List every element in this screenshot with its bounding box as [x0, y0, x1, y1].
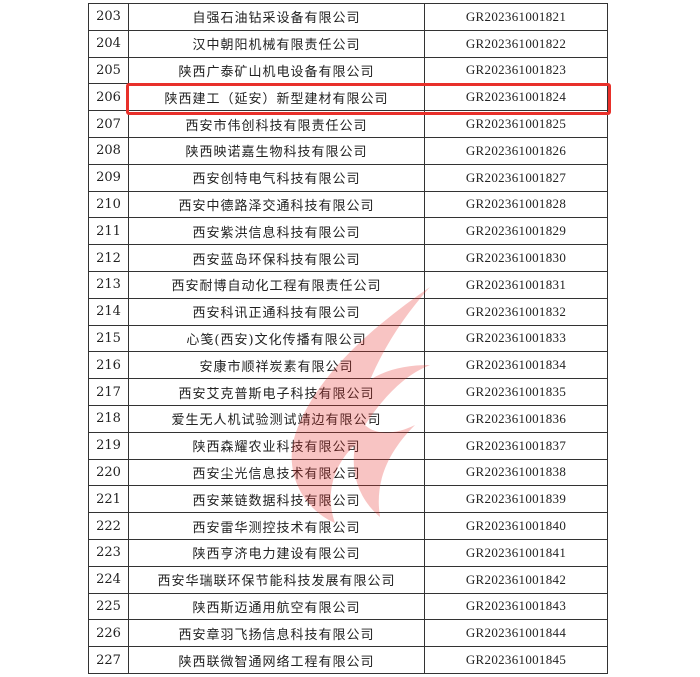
row-number: 205: [88, 56, 129, 85]
certificate-number: GR202361001840: [424, 512, 608, 540]
row-number: 214: [88, 297, 129, 326]
company-name: 西安艾克普斯电子科技有限公司: [128, 378, 425, 406]
row-number: 207: [88, 110, 129, 138]
company-name: 西安中德路泽交通科技有限公司: [128, 190, 425, 219]
certificate-number: GR202361001836: [424, 404, 608, 433]
table-row: 219 陕西森耀农业科技有限公司 GR202361001837: [88, 431, 608, 460]
company-name: 陕西联微智通网络工程有限公司: [128, 646, 425, 674]
row-number: 216: [88, 351, 129, 380]
certificate-number: GR202361001831: [424, 270, 608, 299]
table-row: 227 陕西联微智通网络工程有限公司 GR202361001845: [88, 646, 608, 674]
certificate-number: GR202361001830: [424, 244, 608, 272]
row-number: 208: [88, 136, 129, 165]
table-row: 215 心笺(西安)文化传播有限公司 GR202361001833: [88, 324, 608, 353]
certificate-number: GR202361001834: [424, 351, 608, 380]
row-number: 203: [88, 3, 129, 31]
company-name: 爱生无人机试验测试靖边有限公司: [128, 404, 425, 433]
table-row: 220 西安尘光信息技术有限公司 GR202361001838: [88, 458, 608, 487]
certificate-number: GR202361001823: [424, 56, 608, 85]
table-row: 209 西安创特电气科技有限公司 GR202361001827: [88, 163, 608, 192]
company-name: 西安华瑞联环保节能科技发展有限公司: [128, 565, 425, 594]
company-name: 陕西亨济电力建设有限公司: [128, 538, 425, 567]
row-number: 204: [88, 29, 129, 58]
row-number: 210: [88, 190, 129, 219]
table-row: 204 汉中朝阳机械有限责任公司 GR202361001822: [88, 29, 608, 58]
company-name: 心笺(西安)文化传播有限公司: [128, 324, 425, 353]
table-row: 203 自强石油钻采设备有限公司 GR202361001821: [88, 3, 608, 31]
company-name: 陕西广泰矿山机电设备有限公司: [128, 56, 425, 85]
company-name: 西安科讯正通科技有限公司: [128, 297, 425, 326]
row-number: 226: [88, 619, 129, 648]
row-number: 219: [88, 431, 129, 460]
certificate-number: GR202361001824: [424, 83, 608, 112]
company-name: 汉中朝阳机械有限责任公司: [128, 29, 425, 58]
table-row: 224 西安华瑞联环保节能科技发展有限公司 GR202361001842: [88, 565, 608, 594]
row-number: 218: [88, 404, 129, 433]
certificate-number: GR202361001833: [424, 324, 608, 353]
table-row: 218 爱生无人机试验测试靖边有限公司 GR202361001836: [88, 404, 608, 433]
company-name: 西安章羽飞扬信息科技有限公司: [128, 619, 425, 648]
certificate-number: GR202361001839: [424, 485, 608, 514]
table-row: 223 陕西亨济电力建设有限公司 GR202361001841: [88, 538, 608, 567]
company-name: 西安莱链数据科技有限公司: [128, 485, 425, 514]
company-name: 陕西映诺嘉生物科技有限公司: [128, 136, 425, 165]
certificate-number: GR202361001838: [424, 458, 608, 487]
certificate-number: GR202361001826: [424, 136, 608, 165]
row-number: 215: [88, 324, 129, 353]
row-number: 206: [88, 83, 129, 112]
highlight-box: [126, 83, 611, 115]
row-number: 211: [88, 217, 129, 246]
table-row: 221 西安莱链数据科技有限公司 GR202361001839: [88, 485, 608, 514]
certificate-number: GR202361001829: [424, 217, 608, 246]
row-number: 220: [88, 458, 129, 487]
company-name: 西安市伟创科技有限责任公司: [128, 110, 425, 138]
table-row: 205 陕西广泰矿山机电设备有限公司 GR202361001823: [88, 56, 608, 85]
company-name: 自强石油钻采设备有限公司: [128, 3, 425, 31]
certificate-number: GR202361001843: [424, 592, 608, 621]
table-row: 214 西安科讯正通科技有限公司 GR202361001832: [88, 297, 608, 326]
row-number: 221: [88, 485, 129, 514]
table-row: 212 西安蓝岛环保科技有限公司 GR202361001830: [88, 244, 608, 272]
row-number: 212: [88, 244, 129, 272]
table-row: 210 西安中德路泽交通科技有限公司 GR202361001828: [88, 190, 608, 219]
row-number: 217: [88, 378, 129, 406]
table-row: 226 西安章羽飞扬信息科技有限公司 GR202361001844: [88, 619, 608, 648]
certificate-number: GR202361001841: [424, 538, 608, 567]
company-name: 西安蓝岛环保科技有限公司: [128, 244, 425, 272]
certificate-number: GR202361001835: [424, 378, 608, 406]
row-number: 225: [88, 592, 129, 621]
certificate-number: GR202361001828: [424, 190, 608, 219]
company-name: 西安紫洪信息科技有限公司: [128, 217, 425, 246]
row-number: 222: [88, 512, 129, 540]
row-number: 227: [88, 646, 129, 674]
table-row: 216 安康市顺祥炭素有限公司 GR202361001834: [88, 351, 608, 380]
row-number: 209: [88, 163, 129, 192]
certificate-number: GR202361001837: [424, 431, 608, 460]
row-number: 213: [88, 270, 129, 299]
row-number: 224: [88, 565, 129, 594]
table-row: 211 西安紫洪信息科技有限公司 GR202361001829: [88, 217, 608, 246]
certificate-number: GR202361001827: [424, 163, 608, 192]
table-row: 222 西安雷华测控技术有限公司 GR202361001840: [88, 512, 608, 540]
certificate-number: GR202361001845: [424, 646, 608, 674]
company-name: 陕西森耀农业科技有限公司: [128, 431, 425, 460]
table-row: 213 西安耐博自动化工程有限责任公司 GR202361001831: [88, 270, 608, 299]
company-name: 西安创特电气科技有限公司: [128, 163, 425, 192]
company-name: 西安耐博自动化工程有限责任公司: [128, 270, 425, 299]
certificate-number: GR202361001821: [424, 3, 608, 31]
row-number: 223: [88, 538, 129, 567]
table-row: 208 陕西映诺嘉生物科技有限公司 GR202361001826: [88, 136, 608, 165]
company-list-table: 203 自强石油钻采设备有限公司 GR202361001821 204 汉中朝阳机械有限…: [88, 3, 608, 674]
table-row: 225 陕西斯迈通用航空有限公司 GR202361001843: [88, 592, 608, 621]
certificate-number: GR202361001844: [424, 619, 608, 648]
company-name: 陕西斯迈通用航空有限公司: [128, 592, 425, 621]
certificate-number: GR202361001842: [424, 565, 608, 594]
table-row: 217 西安艾克普斯电子科技有限公司 GR202361001835: [88, 378, 608, 406]
company-name: 安康市顺祥炭素有限公司: [128, 351, 425, 380]
certificate-number: GR202361001822: [424, 29, 608, 58]
company-name: 西安尘光信息技术有限公司: [128, 458, 425, 487]
certificate-number: GR202361001832: [424, 297, 608, 326]
company-name: 西安雷华测控技术有限公司: [128, 512, 425, 540]
